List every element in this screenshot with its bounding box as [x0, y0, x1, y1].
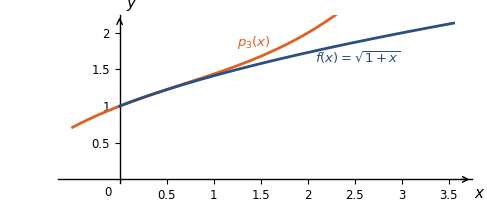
Text: $x$: $x$ — [474, 186, 486, 201]
Text: $p_3(x)$: $p_3(x)$ — [237, 34, 271, 51]
Text: $y$: $y$ — [126, 0, 138, 13]
Text: 0: 0 — [105, 186, 112, 199]
Text: $f(x) = \sqrt{1 + x}$: $f(x) = \sqrt{1 + x}$ — [315, 49, 401, 66]
